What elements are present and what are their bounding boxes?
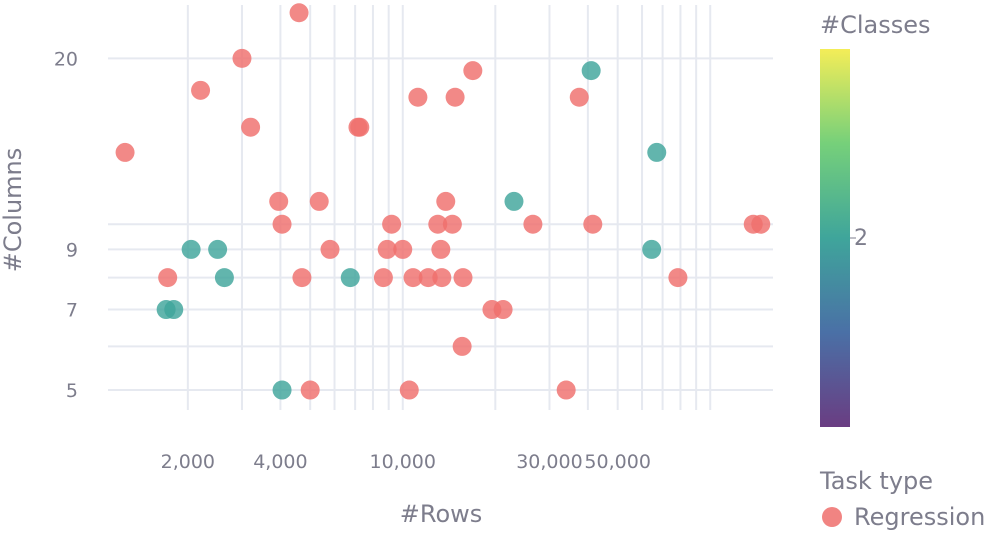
regression-point[interactable] <box>272 214 292 234</box>
regression-point[interactable] <box>432 268 452 288</box>
regression-point[interactable] <box>289 3 309 23</box>
legend[interactable]: Task type Regression <box>819 467 985 531</box>
regression-point[interactable] <box>428 214 448 234</box>
colorbar-tick-label: 2 <box>854 226 868 251</box>
regression-point[interactable] <box>191 80 211 100</box>
regression-point[interactable] <box>232 48 252 68</box>
regression-point[interactable] <box>399 380 419 400</box>
x-axis-title: #Rows <box>400 500 483 528</box>
classification-point[interactable] <box>581 61 601 81</box>
classification-point[interactable] <box>340 268 360 288</box>
y-tick-label: 5 <box>66 380 78 402</box>
classification-point[interactable] <box>164 300 184 320</box>
x-tick-label: 50,000 <box>584 451 650 473</box>
regression-point[interactable] <box>452 336 472 356</box>
regression-point[interactable] <box>463 61 483 81</box>
y-axis-ticks: 5 7 9 20 <box>54 48 78 402</box>
x-tick-label: 4,000 <box>253 451 307 473</box>
regression-point[interactable] <box>300 380 320 400</box>
regression-point[interactable] <box>158 268 178 288</box>
classification-point[interactable] <box>214 268 234 288</box>
regression-point[interactable] <box>556 380 576 400</box>
regression-point[interactable] <box>418 268 438 288</box>
colorbar-title: #Classes <box>820 11 931 39</box>
x-tick-label: 30,000 <box>516 451 582 473</box>
regression-point[interactable] <box>241 117 261 137</box>
x-tick-label: 10,000 <box>370 451 436 473</box>
regression-point[interactable] <box>668 268 688 288</box>
regression-point[interactable] <box>583 214 603 234</box>
y-axis-title: #Columns <box>0 148 27 273</box>
regression-point[interactable] <box>269 191 289 211</box>
regression-point[interactable] <box>309 191 329 211</box>
regression-point[interactable] <box>569 87 589 107</box>
classification-point[interactable] <box>642 239 662 259</box>
regression-point[interactable] <box>445 87 465 107</box>
regression-point[interactable] <box>382 214 402 234</box>
classification-point[interactable] <box>504 191 524 211</box>
legend-marker-regression <box>822 507 842 527</box>
colorbar: #Classes 2 <box>820 11 931 427</box>
classification-point[interactable] <box>181 239 201 259</box>
data-points <box>115 3 771 400</box>
regression-point[interactable] <box>442 214 462 234</box>
y-tick-label: 9 <box>66 239 78 261</box>
regression-point[interactable] <box>453 268 473 288</box>
classification-point[interactable] <box>208 239 228 259</box>
regression-point[interactable] <box>408 87 428 107</box>
regression-point[interactable] <box>523 214 543 234</box>
regression-point[interactable] <box>403 268 423 288</box>
x-axis-ticks: 2,000 4,000 10,000 30,000 50,000 <box>161 451 651 473</box>
regression-point[interactable] <box>393 239 413 259</box>
regression-point[interactable] <box>373 268 393 288</box>
classification-point[interactable] <box>272 380 292 400</box>
regression-point[interactable] <box>431 239 451 259</box>
regression-point[interactable] <box>493 300 513 320</box>
regression-point[interactable] <box>377 239 397 259</box>
x-tick-label: 2,000 <box>161 451 215 473</box>
regression-point[interactable] <box>115 142 135 162</box>
colorbar-gradient-bar <box>820 49 850 427</box>
legend-label-regression: Regression <box>854 503 985 531</box>
regression-point[interactable] <box>292 268 312 288</box>
regression-point[interactable] <box>751 214 771 234</box>
regression-point[interactable] <box>350 117 370 137</box>
classification-point[interactable] <box>647 142 667 162</box>
y-tick-label: 7 <box>66 300 78 322</box>
y-tick-label: 20 <box>54 48 78 70</box>
regression-point[interactable] <box>320 239 340 259</box>
legend-title: Task type <box>819 467 933 495</box>
regression-point[interactable] <box>436 191 456 211</box>
